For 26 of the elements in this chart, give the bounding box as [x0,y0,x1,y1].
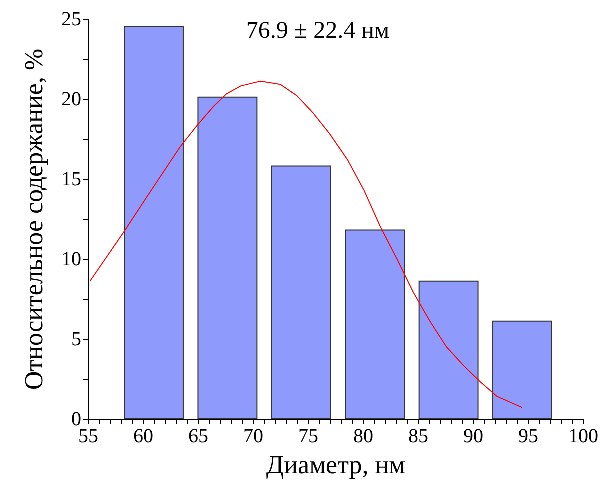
x-tick-label: 60 [134,426,154,448]
y-tick-label: 10 [62,248,82,270]
bar [198,96,258,419]
x-tick-label: 95 [518,426,538,448]
x-tick-label: 85 [408,426,428,448]
annotation: 76.9 ± 22.4 нм [246,18,390,44]
bar [124,26,184,419]
x-tick-label: 65 [188,426,208,448]
line-series [90,80,523,408]
bar [271,166,332,419]
y-tick-label: 5 [72,328,82,350]
x-tick-label: 55 [78,426,98,448]
y-tick-label: 25 [62,8,82,30]
bar [345,230,406,419]
bar [492,320,552,419]
x-tick-label: 80 [354,426,374,448]
bar [418,280,479,419]
x-tick-label: 75 [298,426,318,448]
y-tick-label: 20 [62,88,82,110]
x-tick-label: 90 [464,426,484,448]
y-tick-label: 0 [72,408,82,430]
x-axis-title: Диаметр, нм [266,450,406,480]
y-axis-title: Относительное содержание, % [20,48,48,390]
x-tick-label: 100 [568,426,598,448]
y-tick-label: 15 [62,168,82,190]
x-tick-label: 70 [244,426,264,448]
